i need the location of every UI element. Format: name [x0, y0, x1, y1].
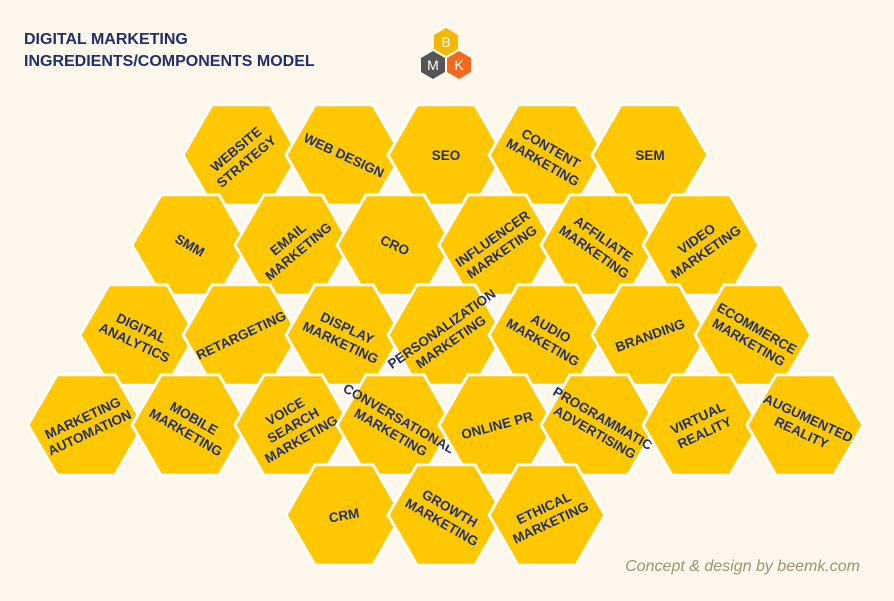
hex-shape — [641, 373, 761, 477]
logo-letter-b: B — [441, 34, 450, 50]
logo-hex-left — [421, 51, 445, 79]
hex-shape — [641, 193, 761, 297]
logo-letter-m: M — [427, 57, 439, 73]
hex-programmatic-advertising: PROGRAMMATICADVERTISING — [539, 373, 659, 477]
hex-label: SEM — [635, 148, 664, 163]
hex-shape — [78, 283, 198, 387]
hex-shape — [539, 373, 659, 477]
hex-online-pr: ONLINE PR — [437, 373, 557, 477]
hex-marketing-automation: MARKETINGAUTOMATION — [26, 373, 146, 477]
hex-shape — [233, 193, 353, 297]
title-line-1: DIGITAL MARKETING — [24, 31, 188, 48]
hex-shape — [487, 103, 607, 207]
hex-virtual-reality: VIRTUALREALITY — [641, 373, 761, 477]
hex-label: CRM — [328, 505, 361, 525]
hex-digital-analytics: DIGITALANALYTICS — [78, 283, 198, 387]
hex-label-line: CRM — [328, 505, 361, 525]
hex-shape — [745, 373, 865, 477]
bmk-logo: B M K — [421, 28, 471, 79]
hex-smm: SMM — [130, 193, 250, 297]
hex-retargeting: RETARGETING — [181, 283, 301, 387]
hex-shape — [284, 283, 404, 387]
hex-video-marketing: VIDEOMARKETING — [641, 193, 761, 297]
hex-shape — [26, 373, 146, 477]
hex-conversational-marketing: CONVERSATIONALMARKETING — [335, 373, 457, 477]
hex-web-design: WEB DESIGN — [284, 103, 404, 207]
hex-shape — [487, 463, 607, 567]
hex-label-line: SEM — [635, 148, 664, 163]
hex-influencer-marketing: INFLUENCERMARKETING — [437, 193, 557, 297]
hex-voice-search-marketing: VOICESEARCHMARKETING — [233, 373, 353, 477]
hex-audio-marketing: AUDIOMARKETING — [487, 283, 607, 387]
hex-shape — [437, 193, 557, 297]
hex-email-marketing: EMAILMARKETING — [233, 193, 353, 297]
hex-cro: CRO — [335, 193, 455, 297]
hex-ecommerce-marketing: ECOMMERCEMARKETING — [693, 283, 813, 387]
hex-display-marketing: DISPLAYMARKETING — [284, 283, 404, 387]
hex-ethical-marketing: ETHICALMARKETING — [487, 463, 607, 567]
hex-sem: SEM — [590, 103, 710, 207]
hex-shape — [181, 103, 301, 207]
hex-shape — [487, 283, 607, 387]
hex-shape — [539, 193, 659, 297]
hex-label: SEO — [432, 148, 461, 163]
hex-shape — [130, 373, 250, 477]
credit-text: Concept & design by beemk.com — [625, 558, 860, 575]
hex-shape — [386, 463, 506, 567]
title-line-2: INGREDIENTS/COMPONENTS MODEL — [24, 53, 315, 70]
hex-website-strategy: WEBSITESTRATEGY — [181, 103, 301, 207]
hex-seo: SEO — [386, 103, 506, 207]
logo-letter-k: K — [454, 57, 464, 73]
hex-label-line: SEO — [432, 148, 461, 163]
hex-growth-marketing: GROWTHMARKETING — [386, 463, 506, 567]
diagram-title: DIGITAL MARKETING INGREDIENTS/COMPONENTS… — [24, 29, 315, 73]
hex-branding: BRANDING — [590, 283, 710, 387]
hex-shape — [284, 463, 404, 567]
logo-hex-right — [447, 51, 471, 79]
logo-hex-top — [434, 28, 458, 56]
hex-shape — [693, 283, 813, 387]
hex-mobile-marketing: MOBILEMARKETING — [130, 373, 250, 477]
hex-augumented-reality: AUGUMENTEDREALITY — [745, 373, 865, 477]
hex-content-marketing: CONTENTMARKETING — [487, 103, 607, 207]
hex-crm: CRM — [284, 463, 404, 567]
hex-affiliate-marketing: AFFILIATEMARKETING — [539, 193, 659, 297]
